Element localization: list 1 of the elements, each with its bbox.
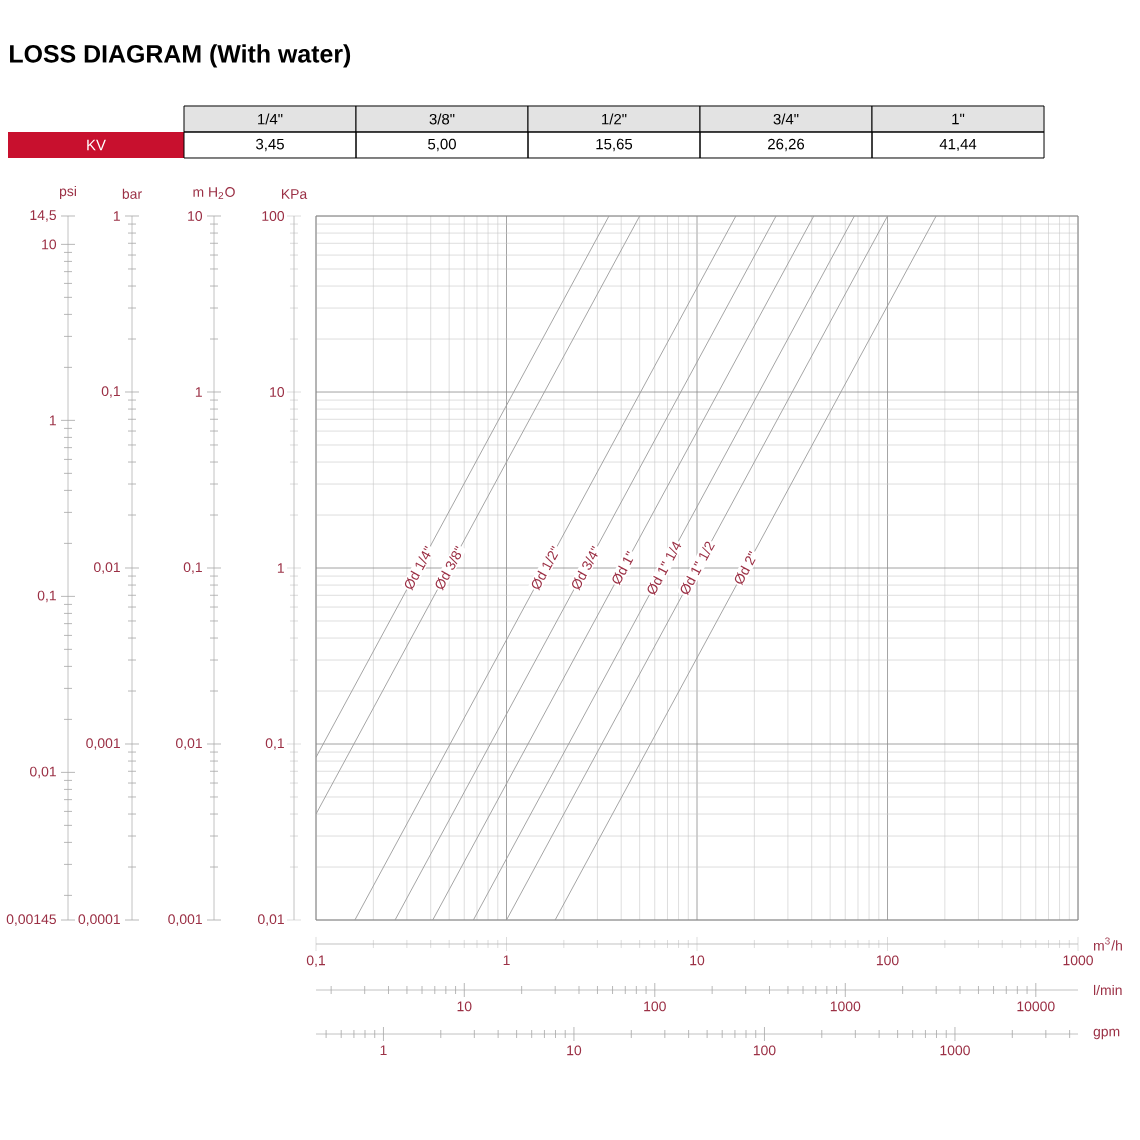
text: LOSS DIAGRAM (With water): [10, 44, 351, 68]
